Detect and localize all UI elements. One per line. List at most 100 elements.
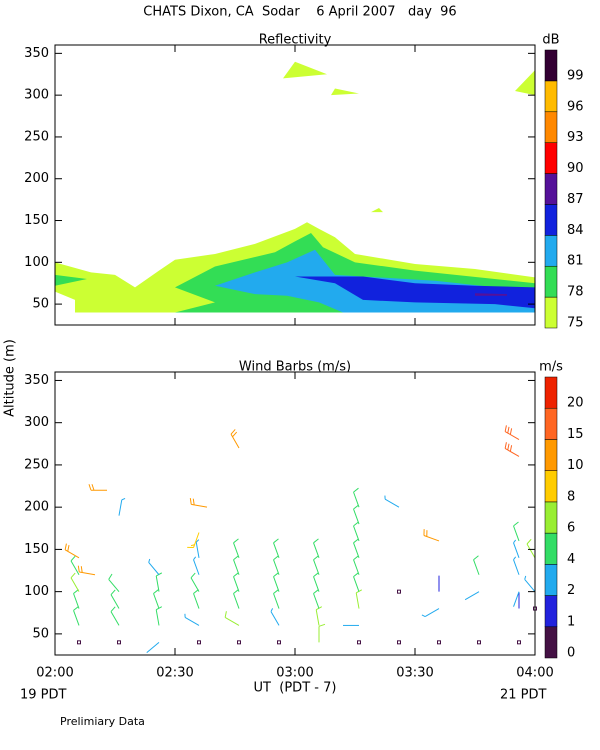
- wind-barb: [118, 497, 126, 516]
- x-tick-label: 03:30: [396, 666, 433, 681]
- y-tick-label: 50: [32, 297, 49, 312]
- wind-barb: [148, 558, 160, 576]
- colorbar-label: 78: [567, 285, 584, 300]
- y-tick-label: 100: [24, 255, 49, 270]
- colorbar-label: 20: [567, 396, 584, 411]
- wind-barb: [233, 555, 240, 575]
- colorbar-label: 10: [567, 458, 584, 473]
- wind-barb: [77, 565, 96, 576]
- colorbar-box: [544, 407, 558, 440]
- calm-marker: [357, 640, 361, 645]
- colorbar-box: [544, 204, 558, 236]
- wind-barb: [384, 495, 400, 508]
- wind-barb: [193, 589, 200, 609]
- wind-barb: [233, 572, 240, 592]
- colorbar-label: 1: [567, 614, 575, 629]
- wind-barb: [313, 572, 320, 592]
- calm-marker: [197, 640, 201, 645]
- wind-barb: [187, 532, 200, 549]
- colorbar-box: [544, 235, 558, 267]
- colorbar-box: [544, 142, 558, 174]
- wind-barb: [270, 608, 280, 626]
- colorbar-box: [544, 439, 558, 471]
- colorbar-box: [544, 265, 558, 298]
- wind-barb: [318, 623, 326, 643]
- colorbar-label: 84: [567, 223, 584, 238]
- y-tick-label: 100: [24, 584, 49, 599]
- contour-region: [331, 88, 359, 96]
- contour-region: [283, 61, 327, 79]
- wind-barb: [230, 429, 240, 449]
- wind-barb: [504, 442, 520, 457]
- y-tick-label: 150: [24, 213, 49, 228]
- y-tick-label: 350: [24, 46, 49, 61]
- page-title: CHATS Dixon, CA Sodar 6 April 2007 day 9…: [143, 5, 456, 20]
- wind-barb: [73, 606, 80, 626]
- wind-barb: [155, 606, 163, 626]
- wind-barb: [70, 555, 80, 575]
- colorbar-box: [544, 501, 558, 534]
- wind-barb: [353, 521, 360, 542]
- wind-barb: [195, 539, 200, 558]
- wind-barb: [273, 589, 280, 609]
- wind-barb: [108, 573, 120, 592]
- contour-region: [371, 207, 383, 213]
- calm-marker: [397, 589, 401, 594]
- wind-barb: [513, 591, 520, 607]
- wind-barb: [524, 575, 536, 592]
- wind-barb: [513, 539, 520, 559]
- contour-region: [295, 276, 535, 309]
- wind-barb: [315, 606, 323, 626]
- contour-region: [515, 70, 535, 96]
- plot-frame: [54, 371, 536, 656]
- y-tick-label: 250: [24, 129, 49, 144]
- footnote: Prelimiary Data: [60, 715, 145, 728]
- wind-barb: [64, 543, 80, 559]
- calm-marker: [117, 640, 121, 645]
- colorbar-label: 96: [567, 99, 584, 114]
- calm-marker: [237, 640, 241, 645]
- wind-barb: [513, 521, 520, 542]
- wind-barb: [273, 538, 280, 559]
- colorbar-box: [544, 376, 558, 409]
- colorbar-box: [544, 532, 558, 565]
- y-tick-label: 300: [24, 88, 49, 103]
- contour-region: [55, 274, 87, 286]
- y-tick-label: 350: [24, 373, 49, 388]
- colorbar-unit: dB: [542, 33, 559, 48]
- colorbar-label: 75: [567, 316, 584, 331]
- x-tick-label: 02:30: [156, 666, 193, 681]
- colorbar-box: [544, 296, 558, 329]
- colorbar-box: [544, 564, 558, 596]
- wind-barb: [233, 589, 240, 609]
- wind-barb: [189, 498, 208, 508]
- wind-barb: [193, 556, 200, 575]
- colorbar-label: 93: [567, 130, 584, 145]
- wind-barb: [70, 572, 80, 592]
- x-axis-label: UT (PDT - 7): [254, 681, 337, 696]
- colorbar-box: [544, 595, 558, 628]
- y-tick-label: 200: [24, 171, 49, 186]
- wind-barb: [146, 641, 160, 653]
- wind-barb: [313, 538, 320, 559]
- wind-barb: [353, 538, 360, 559]
- calm-marker: [517, 640, 521, 645]
- wind-barb: [190, 572, 200, 592]
- wind-barb: [110, 589, 120, 609]
- y-tick-label: 300: [24, 415, 49, 430]
- colorbar-box: [544, 626, 558, 659]
- colorbar-box: [544, 470, 558, 503]
- wind-barb: [110, 606, 120, 626]
- wind-barb: [464, 591, 480, 601]
- calm-marker: [477, 640, 481, 645]
- colorbar-label: 81: [567, 254, 584, 269]
- x-tick-label: 02:00: [36, 666, 73, 681]
- wind-barb: [313, 589, 320, 609]
- wind-barb: [273, 555, 280, 575]
- x-tick-label: 04:00: [516, 666, 553, 681]
- x-tick-label: 03:00: [276, 666, 313, 681]
- wind-barb: [155, 572, 163, 592]
- wind-barb: [273, 572, 280, 592]
- colorbar-label: 8: [567, 489, 575, 504]
